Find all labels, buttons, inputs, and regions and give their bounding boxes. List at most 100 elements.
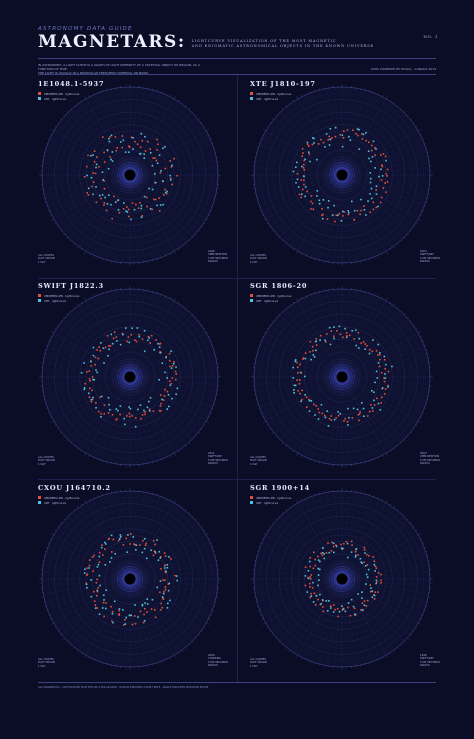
data-point [127,151,130,153]
chart-legend: XMM/EPIC-PN · lightcurve XRT · lightcurve [250,91,291,101]
data-point [384,393,386,395]
data-point [354,554,357,557]
rim-tick [48,614,50,616]
data-point [150,549,152,552]
grid-spoke [304,593,336,659]
rim-tick [93,93,95,95]
data-point [154,609,156,611]
data-point [109,345,112,347]
data-point [159,394,162,396]
data-point [111,612,114,615]
core-ring [326,361,358,393]
data-point [330,415,333,417]
data-point [149,342,151,344]
data-point [312,567,315,570]
data-point [158,378,160,381]
grid-spoke [142,528,203,570]
rim-tick [84,453,87,456]
series-points [296,330,390,423]
chart-legend: XMM/EPIC-PN · lightcurve XRT · lightcurve [38,495,79,505]
data-point [305,396,308,399]
data-point [314,603,317,606]
rim-tick [263,420,266,423]
data-point [103,413,105,415]
chart-note-right: 2004 XMM-NEWTON 5 KM SECONDS RADIUS [420,452,440,466]
data-point [97,357,100,360]
data-point [341,145,344,148]
data-point [371,149,373,152]
grid-spoke [134,291,153,362]
rim-tick [206,218,209,221]
data-point [306,190,308,193]
note-line: PLOT ORIGIN [250,257,267,261]
rim-tick [413,428,415,430]
grid-spoke [122,289,129,362]
data-point [155,339,157,341]
data-point [347,556,349,559]
rim-tick [385,251,388,254]
data-point [317,584,319,587]
data-point [328,135,331,138]
data-point [145,196,148,199]
data-point [340,220,343,222]
data-point [102,594,105,597]
data-point [302,163,305,166]
data-point [351,416,354,419]
data-point [342,542,345,545]
data-point [327,206,329,209]
data-point [311,345,314,348]
magnetar-core [124,169,136,181]
grid-spoke [50,181,116,213]
rim-tick [389,652,391,655]
rim-tick [272,118,274,120]
grid-spoke [67,314,119,366]
data-point [377,591,379,593]
data-point [369,211,372,214]
core-ring [329,162,355,188]
data-point [171,364,174,367]
data-point [135,544,138,546]
data-point [376,397,378,400]
data-point [369,172,372,174]
grid-spoke [351,591,393,652]
data-point [100,395,103,398]
data-point [334,608,336,611]
data-point [382,187,385,189]
grid-spoke [326,594,340,666]
data-point [154,551,157,553]
data-point [104,564,107,566]
data-point [104,607,107,610]
data-point [334,135,337,138]
grid-spoke [73,511,120,567]
rim-tick [48,340,50,342]
data-point [347,424,349,426]
data-point [158,550,161,553]
data-point [333,326,335,328]
rim-tick [60,634,62,636]
rim-tick [77,448,79,450]
subtitle-line-2: AND ENIGMATIC ASTRONOMICAL OBJECTS IN TH… [191,44,374,48]
grid-spoke [256,354,327,373]
series-points [83,135,178,220]
rim-tick [77,102,79,104]
rim-tick [60,522,62,524]
grid-spoke [99,189,125,258]
data-point [303,183,305,186]
rim-tick [266,126,269,128]
grid-spoke [279,516,331,568]
data-point [338,213,341,215]
data-point [156,149,158,151]
data-point [166,390,169,393]
rim-tick [161,257,163,259]
data-point [128,614,131,617]
rim-tick [188,512,191,514]
grid-spoke [114,290,128,362]
data-point [364,343,367,345]
rim-tick [285,445,287,447]
data-point [356,209,359,212]
grid-spoke [114,88,128,160]
rim-tick [424,546,426,548]
data-point [371,350,374,353]
data-point [93,554,95,557]
grid-spoke [304,189,336,255]
